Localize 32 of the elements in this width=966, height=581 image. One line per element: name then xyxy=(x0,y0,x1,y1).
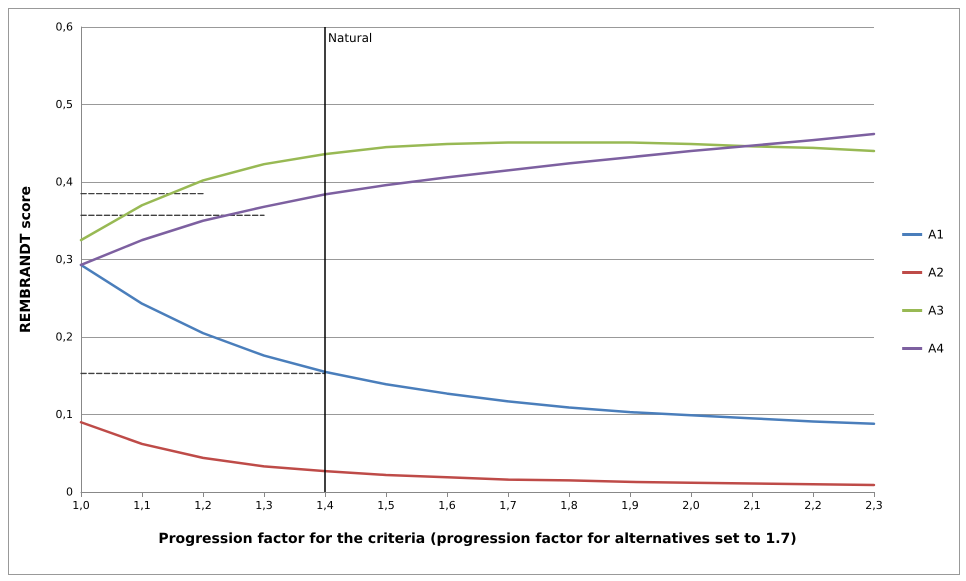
y-tick-label: 0,1 xyxy=(56,408,73,421)
line-series xyxy=(80,264,876,426)
y-tick-label: 0,5 xyxy=(56,98,73,111)
x-tick-label: 1,2 xyxy=(194,499,212,512)
y-tick-label: 0,6 xyxy=(56,20,73,34)
x-axis-title: Progression factor for the criteria (progression factor for alternatives set to 1.7) xyxy=(158,531,797,547)
x-tick-label: 1,8 xyxy=(560,499,578,512)
x-tick-label: 1,5 xyxy=(377,499,395,512)
x-tick-label: 2,3 xyxy=(865,499,883,512)
ref-line-label: Natural xyxy=(328,31,372,45)
y-tick-label: 0,4 xyxy=(56,176,73,188)
x-tick-label: 1,6 xyxy=(438,499,456,512)
y-axis-title: REMBRANDT score xyxy=(18,186,34,333)
x-tick-label: 1,4 xyxy=(316,499,334,512)
y-tick-label: 0,3 xyxy=(56,253,73,266)
x-tick-label: 1,0 xyxy=(72,499,90,512)
x-tick-label: 1,3 xyxy=(255,499,273,512)
legend-label: A2 xyxy=(928,266,944,280)
line-series xyxy=(80,421,876,486)
y-tick-label: 0 xyxy=(66,486,73,498)
x-tick-label: 1,1 xyxy=(133,499,151,512)
line-series xyxy=(80,132,876,266)
x-tick-label: 2,0 xyxy=(682,499,700,512)
x-tick-label: 2,1 xyxy=(743,499,761,512)
x-tick-label: 1,7 xyxy=(499,499,517,512)
x-tick-label: 2,2 xyxy=(804,499,822,512)
x-tick-label: 1,9 xyxy=(621,499,639,512)
line-series xyxy=(80,141,876,242)
legend-label: A1 xyxy=(928,228,944,242)
legend-label: A4 xyxy=(928,342,944,356)
legend-label: A3 xyxy=(928,304,944,318)
y-tick-label: 0,2 xyxy=(56,330,73,344)
